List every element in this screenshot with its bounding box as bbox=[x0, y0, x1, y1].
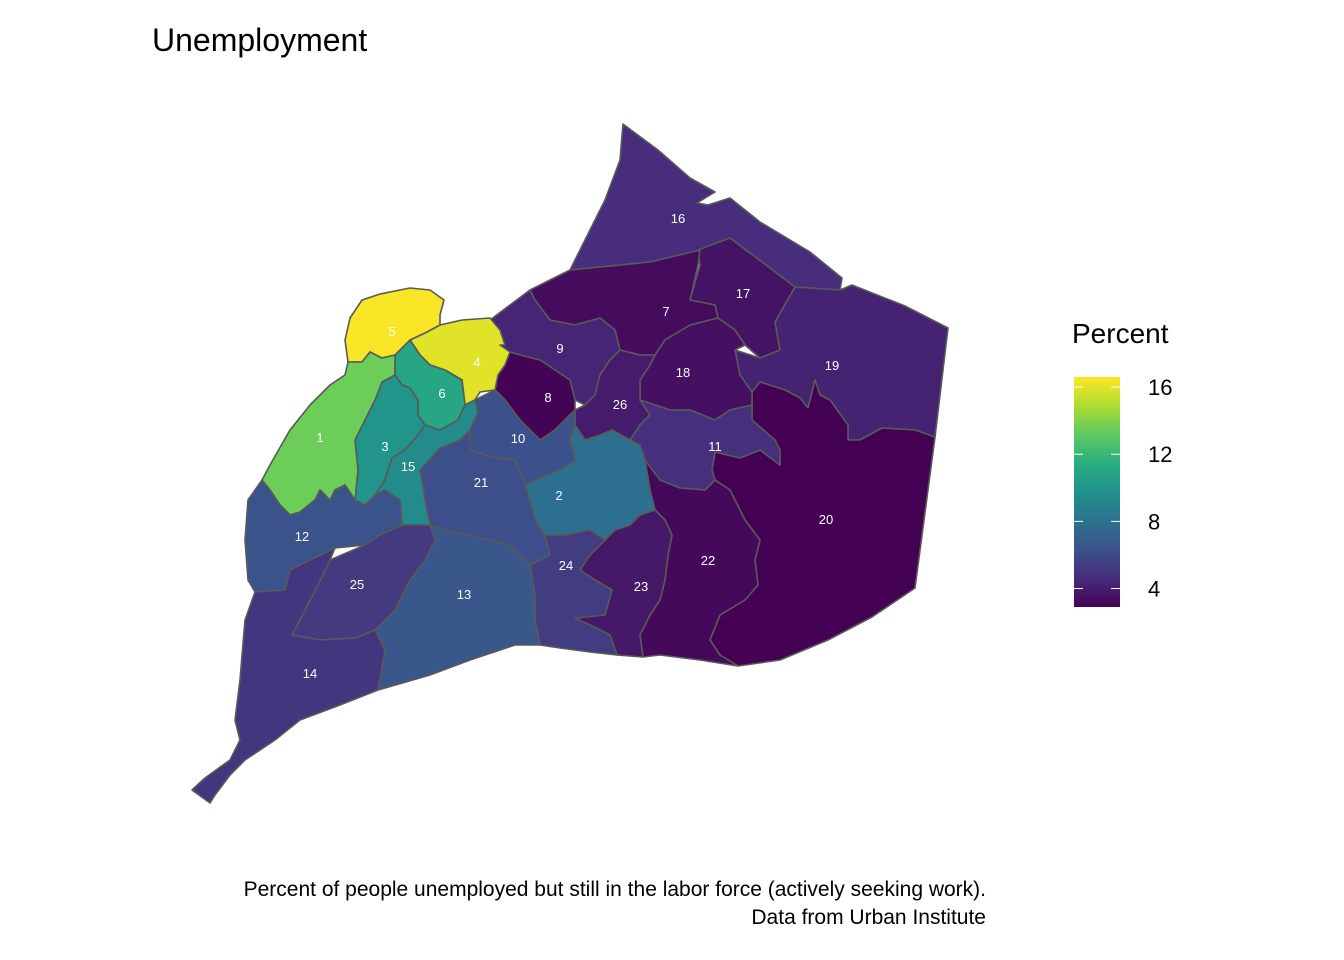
district-label-21: 21 bbox=[474, 475, 488, 490]
chart-title: Unemployment bbox=[152, 22, 368, 58]
district-label-9: 9 bbox=[556, 341, 563, 356]
color-legend: 16 12 8 4 bbox=[1074, 375, 1172, 607]
legend-tick-label: 8 bbox=[1148, 509, 1160, 534]
legend-ticks: 16 12 8 4 bbox=[1074, 375, 1172, 602]
district-label-12: 12 bbox=[295, 529, 309, 544]
district-label-18: 18 bbox=[676, 365, 690, 380]
district-label-5: 5 bbox=[388, 324, 395, 339]
districts-layer bbox=[191, 123, 949, 804]
district-label-23: 23 bbox=[634, 579, 648, 594]
district-labels: 1 2 3 4 5 6 7 8 9 10 11 12 13 14 15 16 1… bbox=[295, 211, 839, 681]
district-label-2: 2 bbox=[555, 488, 562, 503]
district-label-20: 20 bbox=[819, 512, 833, 527]
legend-tick-label: 4 bbox=[1148, 577, 1160, 602]
district-label-17: 17 bbox=[736, 286, 750, 301]
district-label-3: 3 bbox=[381, 439, 388, 454]
legend-tick-label: 16 bbox=[1148, 375, 1172, 400]
district-label-24: 24 bbox=[559, 558, 573, 573]
district-label-13: 13 bbox=[457, 587, 471, 602]
district-label-1: 1 bbox=[316, 430, 323, 445]
district-label-7: 7 bbox=[662, 304, 669, 319]
district-label-19: 19 bbox=[825, 358, 839, 373]
district-label-15: 15 bbox=[401, 459, 415, 474]
district-label-22: 22 bbox=[701, 553, 715, 568]
district-label-16: 16 bbox=[671, 211, 685, 226]
district-label-6: 6 bbox=[438, 386, 445, 401]
district-14[interactable] bbox=[191, 547, 386, 804]
caption-line-1: Percent of people unemployed but still i… bbox=[243, 878, 986, 901]
legend-colorbar bbox=[1074, 377, 1120, 607]
legend-title: Percent bbox=[1072, 318, 1169, 349]
legend-tick-label: 12 bbox=[1148, 442, 1172, 467]
district-label-10: 10 bbox=[511, 431, 525, 446]
district-15[interactable] bbox=[374, 399, 479, 526]
caption-line-2: Data from Urban Institute bbox=[751, 906, 986, 929]
district-label-25: 25 bbox=[350, 577, 364, 592]
chart-caption: Percent of people unemployed but still i… bbox=[244, 876, 986, 932]
district-label-11: 11 bbox=[708, 439, 722, 454]
district-label-4: 4 bbox=[473, 355, 480, 370]
district-16[interactable] bbox=[569, 123, 843, 291]
district-label-26: 26 bbox=[613, 397, 627, 412]
district-label-8: 8 bbox=[544, 390, 551, 405]
district-label-14: 14 bbox=[303, 666, 317, 681]
